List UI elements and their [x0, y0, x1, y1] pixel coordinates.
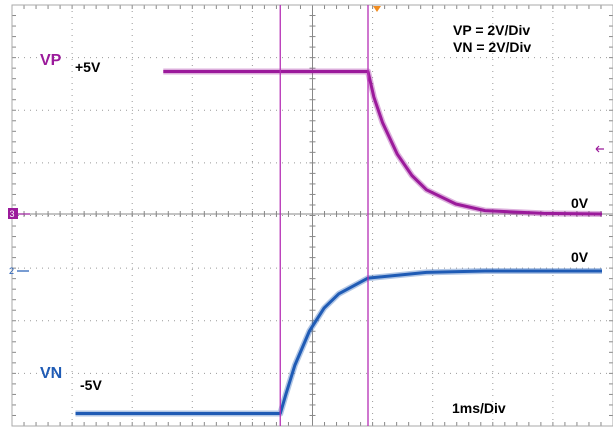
trigger-level-arrow-icon — [595, 145, 604, 153]
trace-vp — [163, 70, 603, 216]
channel-2-marker: 2 — [9, 266, 29, 276]
channel-3-label: 3 — [10, 209, 15, 219]
graticule — [11, 4, 613, 427]
trace-vp-glow — [163, 68, 603, 217]
vn-initial-label: -5V — [80, 377, 102, 393]
traces — [75, 68, 603, 417]
vp-scale-label: VP = 2V/Div — [453, 22, 530, 38]
cursors — [279, 5, 369, 426]
channel-2-label: 2 — [9, 266, 14, 276]
trigger-marker-icon — [373, 6, 381, 12]
vp-final-label: 0V — [571, 195, 589, 211]
time-scale-label: 1ms/Div — [452, 400, 506, 416]
vp-legend: VP — [40, 52, 62, 69]
trace-vn — [75, 269, 602, 415]
vn-scale-label: VN = 2V/Div — [453, 39, 531, 55]
vn-legend: VN — [40, 365, 62, 382]
vn-final-label: 0V — [571, 249, 589, 265]
vp-initial-label: +5V — [75, 59, 101, 75]
channel-3-marker: 3 — [8, 208, 30, 219]
markers: 32 — [8, 6, 604, 276]
